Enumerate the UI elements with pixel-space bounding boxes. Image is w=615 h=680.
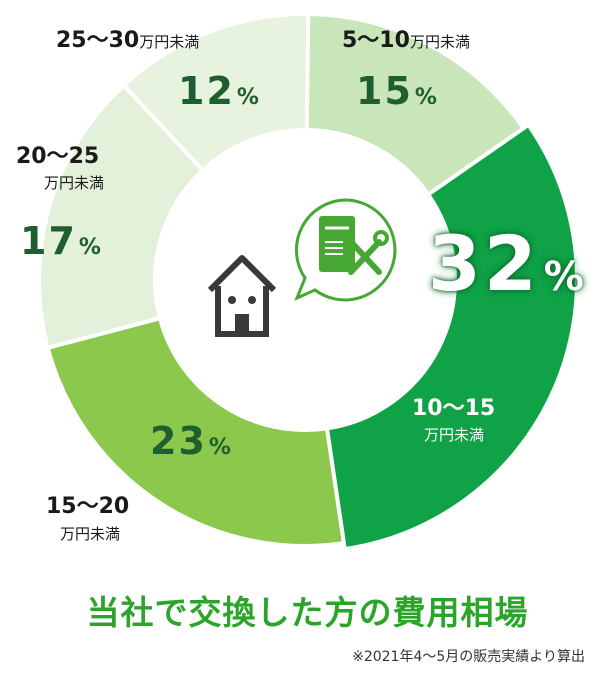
slice-unit-20-25: 万円未満 [44, 174, 105, 192]
donut-slice-25-30 [120, 12, 311, 174]
house-icon [207, 255, 277, 337]
slice-range-20-25: 20〜25 [16, 144, 100, 169]
slice-percent-5-10: 15% [356, 69, 439, 113]
donut-slice-10-15 [324, 122, 579, 552]
water-heater-repair-icon [294, 198, 397, 302]
slice-percent-15-20: 23% [150, 419, 233, 463]
slice-percent-20-25: 17% [20, 219, 103, 263]
donut-slice-20-25 [37, 82, 206, 351]
slice-label-5-10: 5〜10万円未満 [342, 28, 470, 53]
slice-label-25-30: 25〜30万円未満 [56, 28, 200, 53]
chart-footnote: ※2021年4〜5月の販売実績より算出 [352, 649, 585, 665]
slice-unit-10-15: 万円未満 [424, 426, 485, 444]
slice-range-15-20: 15〜20 [46, 494, 130, 519]
donut-slice-5-10 [304, 11, 527, 198]
donut-chart [37, 11, 579, 552]
donut-slice-15-20 [45, 315, 347, 548]
slice-percent-10-15: 32% [428, 219, 587, 308]
slice-percent-25-30: 12% [178, 69, 261, 113]
slice-range-10-15: 10〜15 [412, 396, 496, 421]
chart-title: 当社で交換した方の費用相場 [86, 593, 529, 632]
slice-unit-15-20: 万円未満 [60, 525, 121, 543]
